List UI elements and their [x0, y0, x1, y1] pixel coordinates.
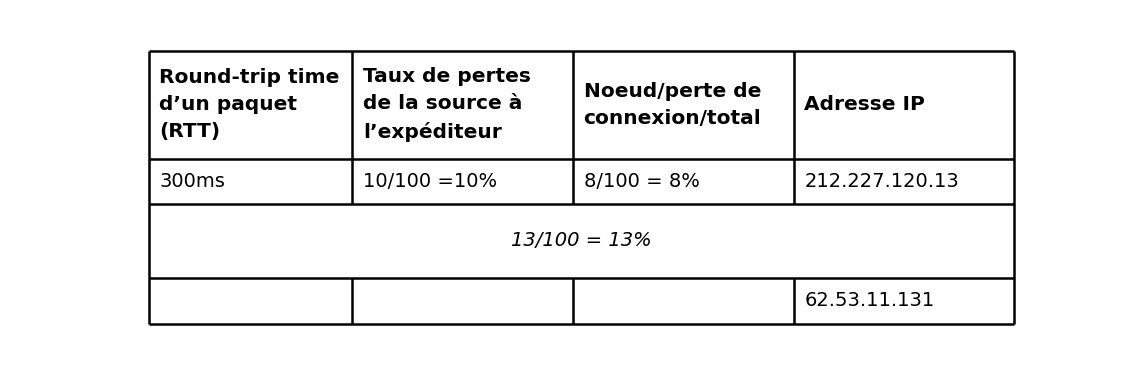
- Text: 8/100 = 8%: 8/100 = 8%: [583, 172, 699, 191]
- Text: Taux de pertes
de la source à
l’expéditeur: Taux de pertes de la source à l’expédite…: [363, 67, 531, 142]
- Text: 13/100 = 13%: 13/100 = 13%: [512, 231, 651, 250]
- Text: 300ms: 300ms: [159, 172, 226, 191]
- Text: Round-trip time
d’un paquet
(RTT): Round-trip time d’un paquet (RTT): [159, 68, 339, 141]
- Text: Adresse IP: Adresse IP: [805, 95, 925, 114]
- Text: 10/100 =10%: 10/100 =10%: [363, 172, 497, 191]
- Text: 62.53.11.131: 62.53.11.131: [805, 292, 934, 310]
- Text: 212.227.120.13: 212.227.120.13: [805, 172, 959, 191]
- Text: Noeud/perte de
connexion/total: Noeud/perte de connexion/total: [583, 81, 762, 128]
